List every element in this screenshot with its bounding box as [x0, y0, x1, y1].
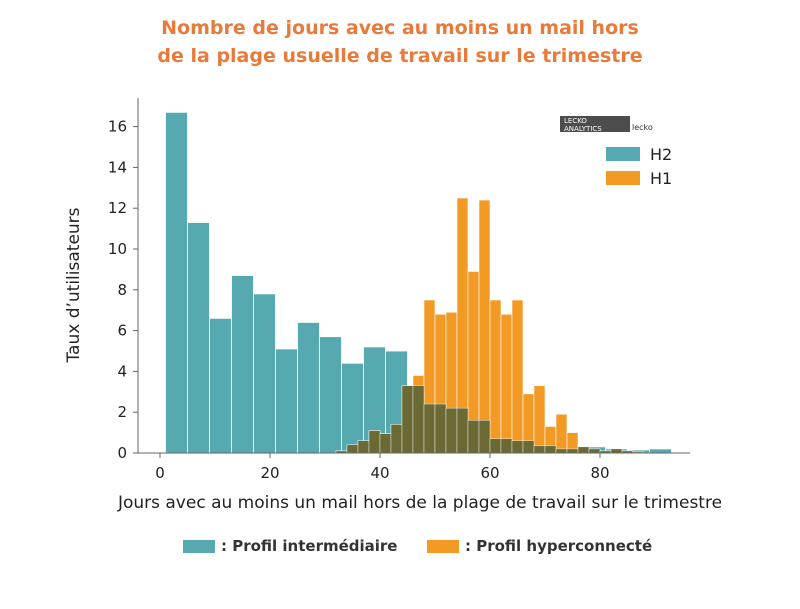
- overlap-bar: [555, 448, 568, 454]
- y-tick-label: 16: [108, 118, 127, 136]
- overlap-bar: [456, 407, 469, 454]
- overlap-bar: [379, 433, 392, 454]
- h1-bar: [555, 413, 568, 454]
- overlap-bar: [423, 403, 436, 454]
- overlap-bar: [577, 446, 590, 454]
- legend-swatch-h1: [606, 171, 640, 185]
- x-tick-label: 60: [480, 464, 499, 482]
- overlap-bar: [434, 403, 447, 454]
- x-tick-label: 80: [590, 464, 609, 482]
- overlap-bar: [610, 448, 623, 454]
- overlap-bar: [346, 444, 359, 454]
- x-ticks: 0 20 40 60 80: [155, 453, 610, 482]
- y-axis-label: Taux d’utilisateurs: [64, 207, 84, 363]
- chart-title-line-2: de la plage usuelle de travail sur le tr…: [157, 45, 643, 67]
- x-tick-label: 40: [370, 464, 389, 482]
- h1-bar: [478, 199, 491, 454]
- y-tick-label: 4: [117, 362, 127, 380]
- y-tick-label: 14: [108, 158, 127, 176]
- h2-bar: [253, 293, 276, 454]
- overlap-bar: [511, 440, 524, 454]
- overlap-bar: [368, 430, 381, 454]
- h2-bar: [275, 348, 298, 454]
- h2-bar: [165, 111, 188, 454]
- y-tick-label: 12: [108, 199, 127, 217]
- bottom-legend-item-h1: : Profil hyperconnecté: [427, 537, 652, 555]
- h2-bar: [297, 322, 320, 454]
- chart-title-line-1: Nombre de jours avec au moins un mail ho…: [161, 17, 639, 39]
- bottom-legend-label-h2: : Profil intermédiaire: [221, 537, 398, 555]
- x-tick-label: 20: [260, 464, 279, 482]
- y-tick-label: 6: [117, 322, 127, 340]
- bottom-legend: : Profil intermédiaire : Profil hypercon…: [0, 537, 800, 557]
- h2-bar: [649, 448, 672, 454]
- x-tick-label: 0: [155, 464, 165, 482]
- logo-line-2: ANALYTICS: [564, 125, 602, 133]
- y-tick-label: 2: [117, 403, 127, 421]
- h1-bar: [489, 299, 502, 454]
- overlap-bar: [500, 438, 513, 454]
- y-tick-label: 10: [108, 240, 127, 258]
- legend-label-h1: H1: [650, 169, 672, 188]
- h2-bar: [187, 222, 210, 454]
- overlap-bar: [412, 385, 425, 454]
- bottom-legend-swatch-h1: [427, 539, 459, 553]
- overlap-bar: [588, 448, 601, 454]
- y-tick-label: 8: [117, 281, 127, 299]
- h2-bar: [231, 275, 254, 454]
- chart-title: Nombre de jours avec au moins un mail ho…: [0, 14, 800, 70]
- y-tick-label: 0: [117, 444, 127, 462]
- h1-bar: [533, 385, 546, 454]
- h2-bar: [209, 317, 232, 454]
- overlap-bar: [401, 385, 414, 454]
- h1-bar: [511, 299, 524, 454]
- overlap-bar: [445, 407, 458, 454]
- y-ticks: 0 2 4 6 8 10 12 14 16: [108, 118, 138, 462]
- lecko-analytics-logo: LECKO ANALYTICS lecko: [560, 115, 653, 133]
- x-axis-label: Jours avec au moins un mail hors de la p…: [117, 493, 722, 513]
- logo-line-1: LECKO: [564, 117, 587, 125]
- overlap-bar: [467, 420, 480, 454]
- logo-box: LECKO ANALYTICS: [560, 116, 630, 133]
- overlap-bar: [390, 424, 403, 454]
- overlap-bar: [357, 440, 370, 454]
- h2-bar: [341, 362, 364, 454]
- overlap-bar: [522, 440, 535, 454]
- logo-side-text: lecko: [632, 122, 653, 132]
- h1-bar: [500, 313, 513, 454]
- bottom-legend-item-h2: : Profil intermédiaire: [183, 537, 397, 555]
- legend-swatch-h2: [606, 147, 640, 161]
- overlap-bar: [566, 448, 579, 454]
- overlap-bar: [533, 445, 546, 454]
- overlap-bar: [478, 420, 491, 454]
- legend-label-h2: H2: [650, 145, 672, 164]
- bottom-legend-label-h1: : Profil hyperconnecté: [465, 537, 653, 555]
- bottom-legend-swatch-h2: [183, 539, 215, 553]
- overlap-bar: [489, 438, 502, 454]
- legend: H2 H1: [606, 145, 672, 188]
- overlap-bar: [544, 445, 557, 454]
- h2-bar: [319, 336, 342, 454]
